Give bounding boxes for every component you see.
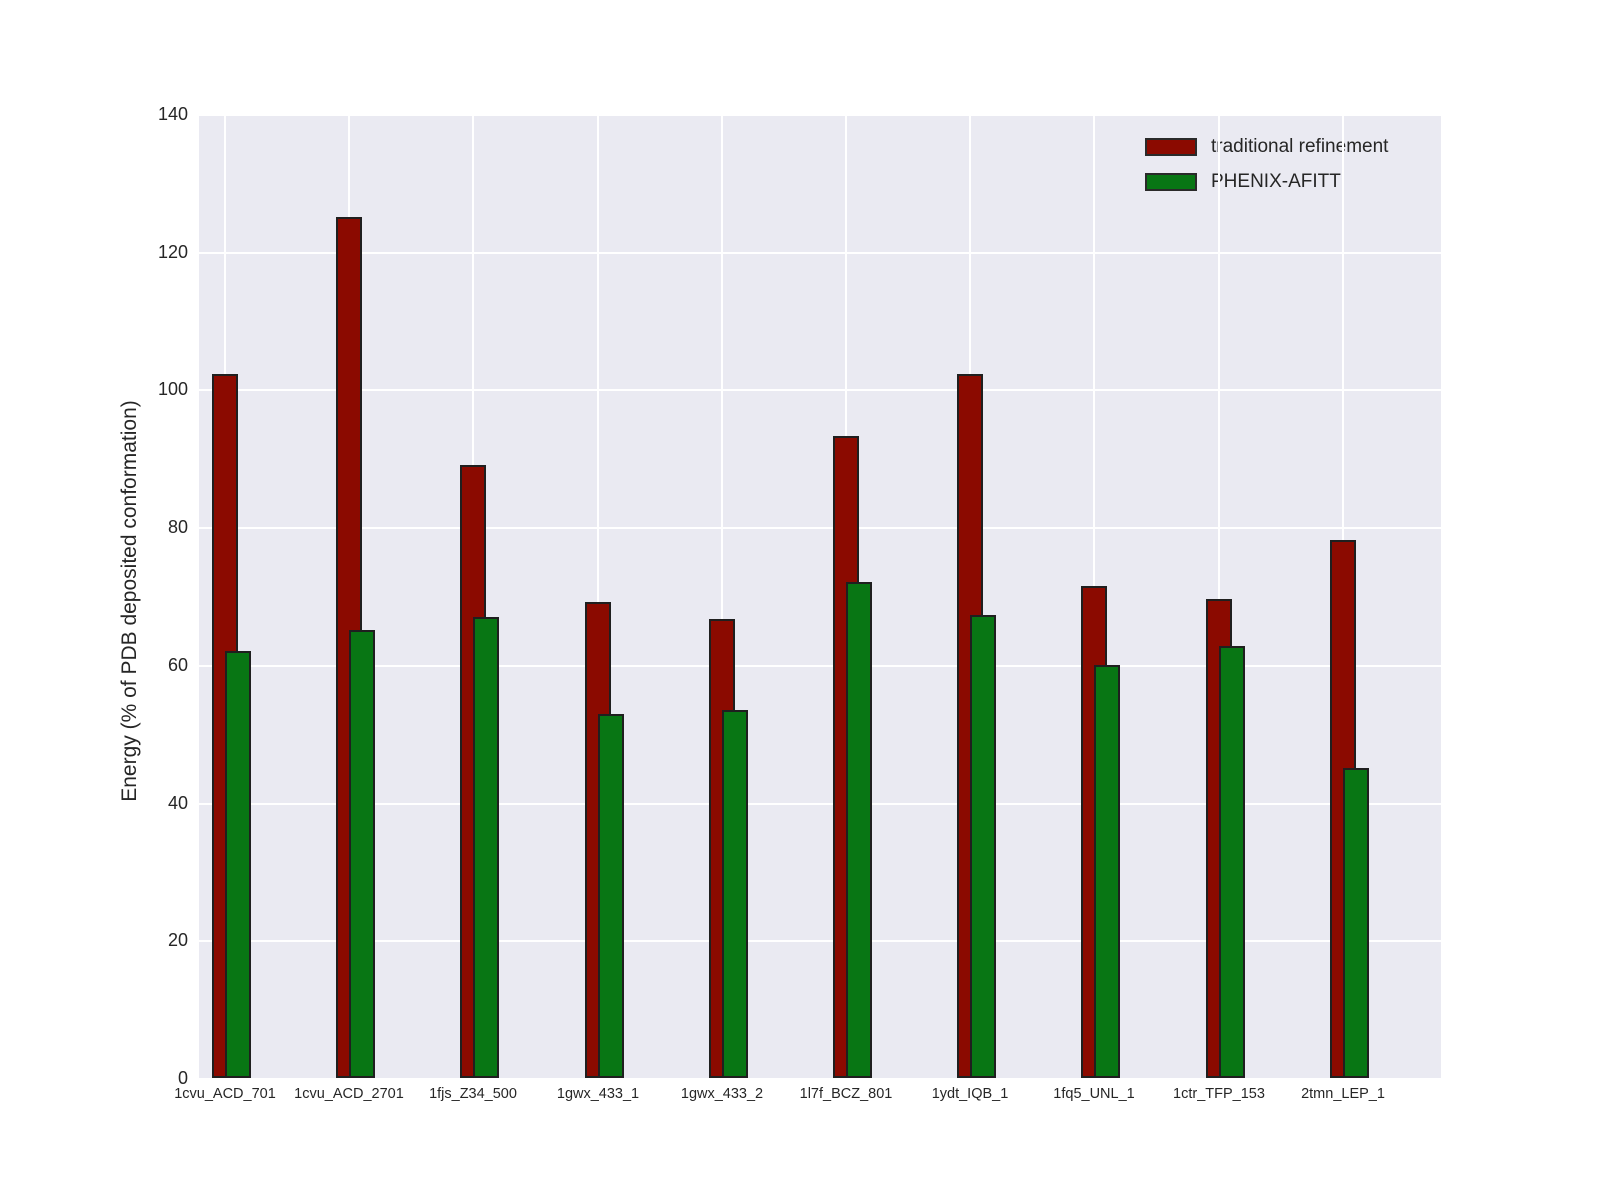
bar-phenix-afitt-1cvu_ACD_701 (225, 651, 251, 1078)
x-tick-label-1l7f_BCZ_801: 1l7f_BCZ_801 (799, 1086, 893, 1102)
bar-phenix-afitt-1fjs_Z34_500 (473, 617, 499, 1078)
y-tick-label-20: 20 (167, 930, 188, 950)
legend: traditional refinement PHENIX-AFITT (1145, 134, 1388, 204)
x-tick-label-1fq5_UNL_1: 1fq5_UNL_1 (1053, 1086, 1135, 1102)
y-tick-label-140: 140 (157, 104, 188, 124)
x-tick-label-1ctr_TFP_153: 1ctr_TFP_153 (1173, 1086, 1265, 1102)
y-tick-label-120: 120 (157, 242, 188, 262)
gridline-vertical (721, 114, 723, 1078)
bar-phenix-afitt-1cvu_ACD_2701 (349, 630, 375, 1078)
x-tick-label-2tmn_LEP_1: 2tmn_LEP_1 (1301, 1086, 1385, 1102)
x-tick-label-1cvu_ACD_2701: 1cvu_ACD_2701 (294, 1086, 404, 1102)
legend-swatch (1145, 137, 1197, 156)
legend-swatch (1145, 172, 1197, 191)
legend-item-phenix-afitt: PHENIX-AFITT (1145, 169, 1388, 194)
y-axis-label: Energy (% of PDB deposited conformation) (118, 400, 141, 802)
bar-phenix-afitt-1gwx_433_1 (598, 714, 624, 1078)
bar-phenix-afitt-1gwx_433_2 (722, 710, 748, 1078)
legend-item-traditional-refinement: traditional refinement (1145, 134, 1388, 159)
bar-phenix-afitt-1l7f_BCZ_801 (846, 582, 872, 1078)
plot-area: traditional refinement PHENIX-AFITT (199, 114, 1441, 1078)
y-tick-label-40: 40 (167, 793, 188, 813)
gridline-horizontal (199, 803, 1441, 805)
gridline-horizontal (199, 389, 1441, 391)
y-tick-label-60: 60 (167, 655, 188, 675)
x-tick-label-1fjs_Z34_500: 1fjs_Z34_500 (429, 1086, 517, 1102)
x-tick-label-1ydt_IQB_1: 1ydt_IQB_1 (931, 1086, 1009, 1102)
bar-phenix-afitt-1fq5_UNL_1 (1094, 665, 1120, 1078)
bar-phenix-afitt-2tmn_LEP_1 (1343, 768, 1369, 1078)
legend-label: traditional refinement (1211, 135, 1389, 157)
gridline-horizontal (199, 527, 1441, 529)
y-tick-label-100: 100 (157, 379, 188, 399)
gridline-vertical (1218, 114, 1220, 1078)
gridline-horizontal (199, 252, 1441, 254)
x-tick-label-1gwx_433_1: 1gwx_433_1 (556, 1086, 640, 1102)
y-tick-label-80: 80 (167, 517, 188, 537)
gridline-vertical (597, 114, 599, 1078)
gridline-horizontal (199, 114, 1441, 116)
gridline-horizontal (199, 665, 1441, 667)
bar-phenix-afitt-1ydt_IQB_1 (970, 615, 996, 1078)
bar-phenix-afitt-1ctr_TFP_153 (1219, 646, 1245, 1078)
gridline-horizontal (199, 940, 1441, 942)
y-tick-label-0: 0 (177, 1068, 188, 1088)
legend-label: PHENIX-AFITT (1211, 170, 1341, 192)
x-tick-label-1gwx_433_2: 1gwx_433_2 (680, 1086, 764, 1102)
x-tick-label-1cvu_ACD_701: 1cvu_ACD_701 (174, 1086, 276, 1102)
